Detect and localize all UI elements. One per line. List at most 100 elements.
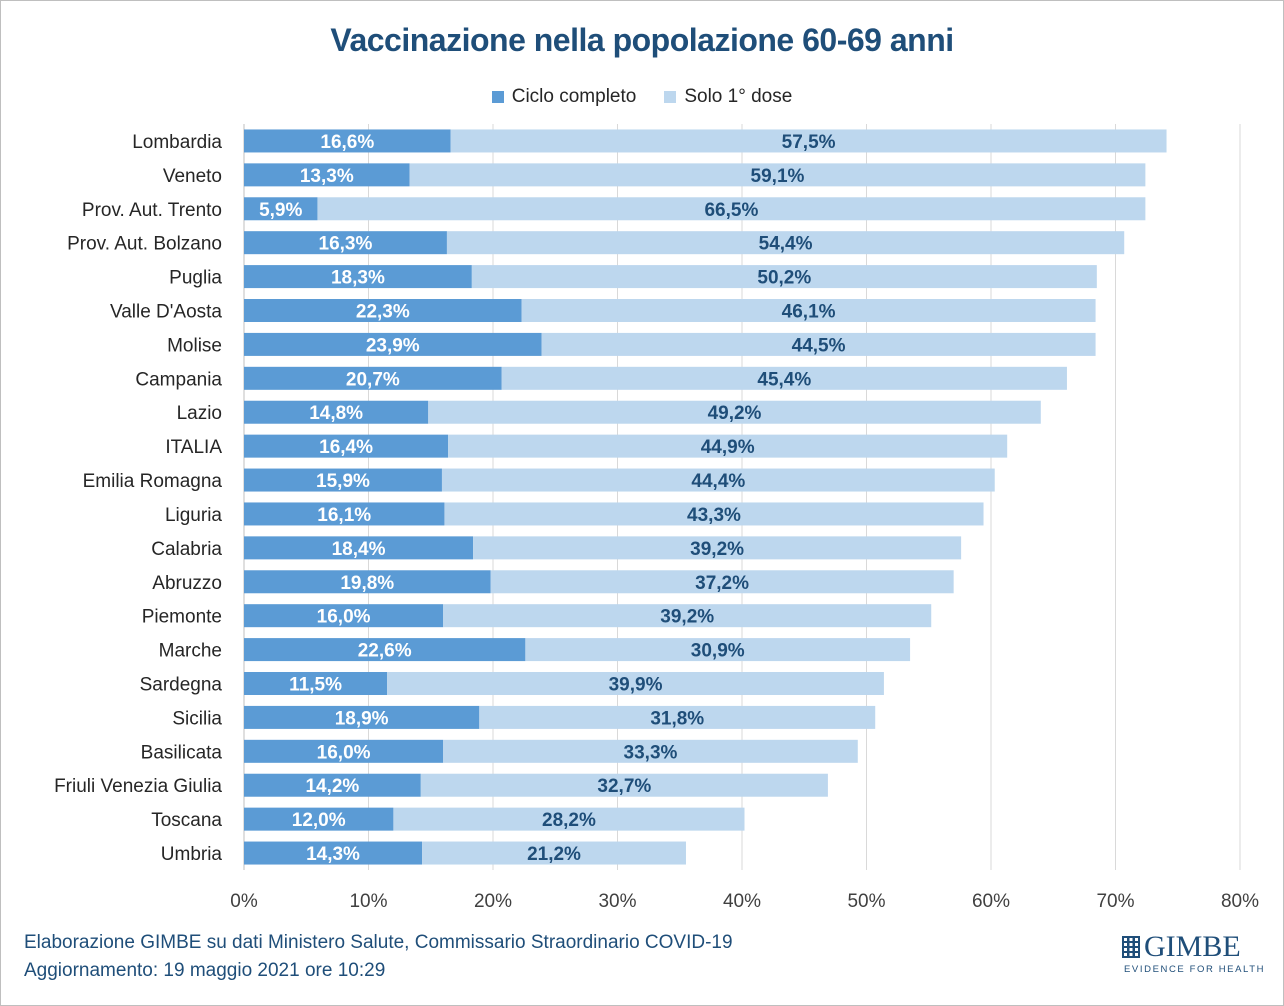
category-label: Umbria xyxy=(161,844,223,865)
bar-solo-prima-dose xyxy=(443,739,858,763)
bar-solo-prima-dose xyxy=(471,265,1097,289)
bar-ciclo-completo xyxy=(244,638,526,662)
x-tick-label: 30% xyxy=(598,891,636,912)
category-label: Puglia xyxy=(169,268,222,289)
data-label-ciclo-completo: 16,4% xyxy=(319,437,373,458)
data-label-solo-prima-dose: 66,5% xyxy=(704,200,758,221)
bar-solo-prima-dose xyxy=(541,332,1096,356)
data-label-solo-prima-dose: 57,5% xyxy=(782,132,836,153)
data-label-solo-prima-dose: 31,8% xyxy=(650,708,704,729)
bar-solo-prima-dose xyxy=(420,773,828,797)
data-label-solo-prima-dose: 30,9% xyxy=(691,641,745,662)
bar-ciclo-completo xyxy=(244,570,491,594)
category-label: Prov. Aut. Trento xyxy=(82,200,222,221)
bar-ciclo-completo xyxy=(244,604,444,628)
legend-swatch-first xyxy=(664,91,677,103)
bar-ciclo-completo xyxy=(244,197,318,221)
data-label-solo-prima-dose: 44,4% xyxy=(691,471,745,492)
bar-ciclo-completo xyxy=(244,265,472,289)
x-tick-label: 70% xyxy=(1096,891,1134,912)
data-label-ciclo-completo: 18,4% xyxy=(332,539,386,560)
data-label-ciclo-completo: 22,6% xyxy=(358,641,412,662)
data-label-ciclo-completo: 19,8% xyxy=(340,573,394,594)
bar-ciclo-completo xyxy=(244,299,522,322)
category-label: Friuli Venezia Giulia xyxy=(54,776,222,797)
bar-solo-prima-dose xyxy=(387,672,884,695)
data-label-ciclo-completo: 13,3% xyxy=(300,166,354,187)
bar-ciclo-completo xyxy=(244,129,451,153)
logo-name: GIMBE xyxy=(1144,930,1241,963)
data-label-solo-prima-dose: 37,2% xyxy=(695,573,749,594)
data-label-ciclo-completo: 20,7% xyxy=(346,369,400,390)
data-label-ciclo-completo: 18,3% xyxy=(331,268,385,289)
legend-item-first: Solo 1° dose xyxy=(664,86,792,108)
gimbe-logo: GIMBE EVIDENCE FOR HEALTH xyxy=(1122,930,1263,980)
chart-title: Vaccinazione nella popolazione 60-69 ann… xyxy=(330,22,954,58)
data-label-solo-prima-dose: 28,2% xyxy=(542,810,596,831)
data-label-solo-prima-dose: 39,9% xyxy=(609,675,663,696)
bar-ciclo-completo xyxy=(244,807,394,831)
bar-solo-prima-dose xyxy=(448,434,1008,458)
bar-solo-prima-dose xyxy=(393,807,745,831)
bar-ciclo-completo xyxy=(244,841,423,865)
bar-solo-prima-dose xyxy=(409,163,1146,187)
x-tick-label: 10% xyxy=(349,891,387,912)
category-label: Emilia Romagna xyxy=(83,471,223,492)
category-label: Lazio xyxy=(177,403,222,424)
data-label-ciclo-completo: 15,9% xyxy=(316,471,370,492)
legend-label-full: Ciclo completo xyxy=(511,86,637,107)
category-label: Abruzzo xyxy=(152,573,222,594)
chart-legend: Ciclo completo Solo 1° dose xyxy=(0,86,1284,108)
data-label-ciclo-completo: 16,6% xyxy=(320,132,374,153)
category-label: Molise xyxy=(167,335,222,356)
bar-solo-prima-dose xyxy=(521,299,1096,322)
bar-solo-prima-dose xyxy=(490,570,954,594)
bar-ciclo-completo xyxy=(244,468,442,492)
category-label: ITALIA xyxy=(165,437,222,458)
data-label-solo-prima-dose: 21,2% xyxy=(527,844,581,865)
category-label: Marche xyxy=(159,641,222,662)
category-label: Veneto xyxy=(163,166,222,187)
bar-solo-prima-dose xyxy=(446,231,1125,255)
bar-solo-prima-dose xyxy=(473,536,962,560)
bar-solo-prima-dose xyxy=(479,705,876,729)
data-label-solo-prima-dose: 44,5% xyxy=(792,335,846,356)
category-label: Campania xyxy=(135,369,222,390)
x-tick-label: 0% xyxy=(230,891,258,912)
data-label-ciclo-completo: 16,3% xyxy=(319,234,373,255)
x-tick-label: 80% xyxy=(1221,891,1259,912)
bar-ciclo-completo xyxy=(244,773,421,797)
x-tick-label: 60% xyxy=(972,891,1010,912)
data-label-ciclo-completo: 11,5% xyxy=(289,675,342,696)
bar-ciclo-completo xyxy=(244,502,445,526)
bar-solo-prima-dose xyxy=(444,502,984,526)
data-label-ciclo-completo: 16,0% xyxy=(317,742,371,763)
data-label-solo-prima-dose: 54,4% xyxy=(759,234,813,255)
category-label: Sicilia xyxy=(172,708,222,729)
data-label-ciclo-completo: 23,9% xyxy=(366,335,420,356)
bar-solo-prima-dose xyxy=(525,638,911,662)
category-label: Basilicata xyxy=(141,742,223,763)
data-label-solo-prima-dose: 33,3% xyxy=(624,742,678,763)
data-label-ciclo-completo: 14,8% xyxy=(309,403,363,424)
footer-update: Aggiornamento: 19 maggio 2021 ore 10:29 xyxy=(24,960,386,981)
bar-ciclo-completo xyxy=(244,332,542,356)
footer-source: Elaborazione GIMBE su dati Ministero Sal… xyxy=(24,932,733,953)
bar-ciclo-completo xyxy=(244,536,474,560)
bar-solo-prima-dose xyxy=(450,129,1167,153)
data-label-ciclo-completo: 5,9% xyxy=(259,200,302,221)
legend-label-first: Solo 1° dose xyxy=(684,86,793,107)
data-label-solo-prima-dose: 45,4% xyxy=(757,369,811,390)
category-label: Calabria xyxy=(151,539,222,560)
bar-solo-prima-dose xyxy=(428,400,1041,424)
bar-ciclo-completo xyxy=(244,231,447,255)
category-label: Valle D'Aosta xyxy=(110,302,222,323)
legend-swatch-full xyxy=(491,91,504,103)
category-label: Toscana xyxy=(151,810,222,831)
data-label-solo-prima-dose: 32,7% xyxy=(597,776,651,797)
category-label: Prov. Aut. Bolzano xyxy=(67,234,222,255)
data-label-solo-prima-dose: 44,9% xyxy=(701,437,755,458)
x-tick-label: 20% xyxy=(474,891,512,912)
data-label-solo-prima-dose: 39,2% xyxy=(690,539,744,560)
